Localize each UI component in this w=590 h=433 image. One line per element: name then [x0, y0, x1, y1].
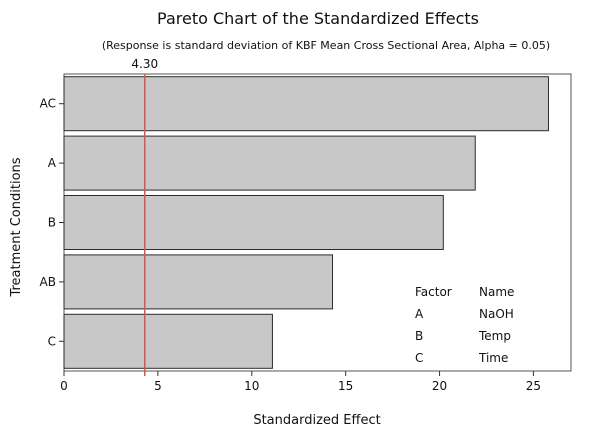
x-tick-label-25: 25 [526, 379, 541, 393]
legend-name-b: Temp [478, 329, 511, 343]
x-tick-label-20: 20 [432, 379, 447, 393]
bar-b [63, 195, 444, 250]
x-tick-label-0: 0 [60, 379, 68, 393]
legend-header-factor: Factor [415, 285, 452, 299]
reference-line-label: 4.30 [131, 57, 158, 71]
bar-a [63, 135, 476, 191]
legend: Factor Name A NaOH B Temp C Time [415, 285, 514, 365]
chart-subtitle: (Response is standard deviation of KBF M… [102, 39, 550, 52]
y-tick-label-ac: AC [40, 97, 56, 111]
x-tick-label-15: 15 [338, 379, 353, 393]
bar-c [63, 313, 273, 369]
legend-factor-b: B [415, 329, 423, 343]
legend-factor-c: C [415, 351, 423, 365]
bar-ac [63, 76, 549, 132]
chart-title: Pareto Chart of the Standardized Effects [157, 9, 479, 28]
x-ticks-layer: 0 5 10 15 20 25 [60, 371, 541, 393]
bars-layer [63, 76, 549, 369]
y-axis-label: Treatment Conditions [9, 157, 24, 297]
y-tick-label-a: A [48, 156, 57, 170]
y-tick-label-ab: AB [40, 275, 56, 289]
legend-name-a: NaOH [479, 307, 514, 321]
x-tick-label-10: 10 [244, 379, 259, 393]
y-tick-label-b: B [48, 216, 56, 230]
legend-header-name: Name [479, 285, 514, 299]
x-tick-label-5: 5 [154, 379, 162, 393]
legend-name-c: Time [478, 351, 508, 365]
bar-ab [63, 254, 334, 310]
reference-line-layer: 4.30 [131, 57, 158, 376]
legend-factor-a: A [415, 307, 424, 321]
x-axis-label: Standardized Effect [253, 413, 380, 428]
y-tick-label-c: C [48, 334, 56, 348]
